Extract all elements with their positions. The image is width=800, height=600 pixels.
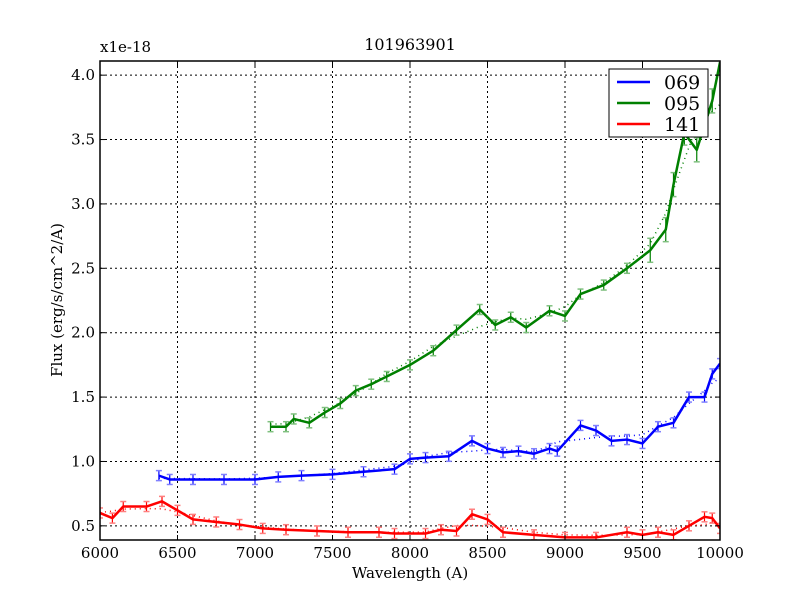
x-axis-label: Wavelength (A) [352,564,468,582]
y-tick-label: 1.0 [71,452,95,470]
legend-label-141: 141 [664,114,700,136]
x-tick-label: 8000 [391,544,429,562]
series-line-069 [158,362,720,481]
x-tick-label: 7500 [313,544,351,562]
x-tick-label: 7000 [236,544,274,562]
chart-title: 101963901 [364,35,456,54]
x-tick-label: 10000 [696,544,744,562]
y-axis-label: Flux (erg/s/cm^2/A) [48,223,66,377]
x-tick-label: 6500 [158,544,196,562]
x-tick-label: 8500 [468,544,506,562]
y-tick-label: 2.5 [71,259,95,277]
y-tick-label: 1.5 [71,388,95,406]
series-line-141 [100,500,720,539]
y-tick-label: 3.5 [71,131,95,149]
axis-ticks: 6000 6500 7000 7500 8000 8500 9000 9500 10000 0.5… [71,61,744,562]
series-line-095 [270,62,720,428]
x-tick-label: 9000 [546,544,584,562]
y-tick-label: 4.0 [71,66,95,84]
x-tick-label: 6000 [81,544,119,562]
y-tick-label: 0.5 [71,517,95,535]
y-offset-label: x1e-18 [100,38,151,56]
series-lines [100,62,720,539]
series-fit-069 [158,377,720,480]
series-fit-095 [270,103,720,425]
legend-label-095: 095 [664,93,700,115]
smooth-fit-lines [100,103,720,537]
x-tick-label: 9500 [623,544,661,562]
legend-label-069: 069 [664,72,700,94]
y-tick-label: 3.0 [71,195,95,213]
y-tick-label: 2.0 [71,324,95,342]
